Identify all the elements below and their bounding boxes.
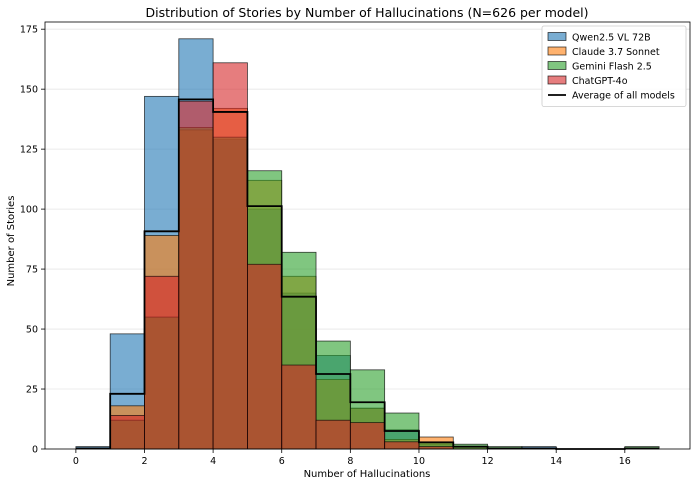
y-tick-label-125: 125	[20, 145, 38, 156]
y-tick-label-100: 100	[20, 205, 38, 216]
ticks-layer: 0 2 4 6 8 10 12 14 16 0 25 50 75 100 125 150 175	[20, 25, 631, 467]
bar-chatgpt-4o-bin-9	[384, 441, 420, 450]
y-tick-label-50: 50	[26, 325, 38, 336]
legend-label-qwen2-5-vl-72b: Qwen2.5 VL 72B	[572, 33, 651, 44]
legend-swatch-gemini-flash-2-5	[547, 61, 567, 70]
y-tick-label-25: 25	[26, 385, 38, 396]
bar-chatgpt-4o-bin-4	[212, 62, 248, 450]
legend-label-gemini-flash-2-5: Gemini Flash 2.5	[572, 62, 652, 73]
legend-swatch-chatgpt-4o	[547, 75, 567, 85]
x-axis-label: Number of Hallucinations	[304, 469, 431, 480]
y-tick-label-175: 175	[20, 25, 38, 36]
bar-chatgpt-4o-bin-3	[178, 100, 214, 450]
x-tick-label-4: 4	[210, 456, 216, 467]
bars-layer	[75, 38, 660, 450]
x-tick-label-16: 16	[619, 456, 631, 467]
x-tick-label-10: 10	[413, 456, 425, 467]
legend-label-claude-3-7-sonnet: Claude 3.7 Sonnet	[572, 47, 660, 58]
legend: Qwen2.5 VL 72B Claude 3.7 Sonnet Gemini Fl…	[541, 25, 687, 107]
x-tick-label-0: 0	[73, 456, 79, 467]
x-tick-label-14: 14	[550, 456, 562, 467]
plot-frame	[44, 21, 691, 450]
legend-swatch-claude-3-7-sonnet	[547, 46, 567, 56]
y-tick-label-150: 150	[20, 85, 38, 96]
legend-label-average-of-all-models: Average of all models	[572, 91, 675, 102]
y-tick-label-75: 75	[26, 265, 38, 276]
legend-swatch-qwen2-5-vl-72b	[547, 32, 567, 41]
x-tick-label-6: 6	[279, 456, 285, 467]
x-tick-label-12: 12	[482, 456, 494, 467]
average-step-line	[75, 98, 660, 450]
bar-chatgpt-4o-bin-1	[109, 415, 145, 450]
legend-box	[541, 25, 687, 107]
x-tick-label-2: 2	[141, 456, 147, 467]
bar-chatgpt-4o-bin-8	[349, 422, 386, 450]
bar-chatgpt-4o-bin-6	[281, 364, 317, 450]
bar-chatgpt-4o-bin-7	[315, 419, 351, 450]
chart-title: Distribution of Stories by Number of Hal…	[145, 5, 588, 20]
y-axis-label: Number of Stories	[6, 196, 17, 287]
bar-chatgpt-4o-bin-5	[247, 263, 283, 450]
average-line-layer	[75, 98, 660, 450]
y-tick-label-0: 0	[32, 445, 38, 456]
x-tick-label-8: 8	[347, 456, 353, 467]
bar-chatgpt-4o-bin-2	[144, 275, 180, 450]
legend-label-chatgpt-4o: ChatGPT-4o	[572, 76, 628, 87]
